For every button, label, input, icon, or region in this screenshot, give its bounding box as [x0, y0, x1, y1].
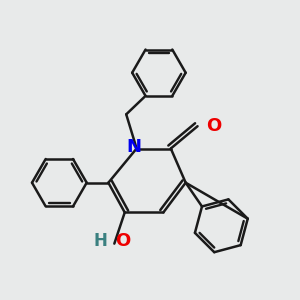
Text: N: N [127, 138, 142, 156]
Text: H: H [93, 232, 107, 250]
Text: O: O [206, 117, 222, 135]
Text: O: O [115, 232, 130, 250]
